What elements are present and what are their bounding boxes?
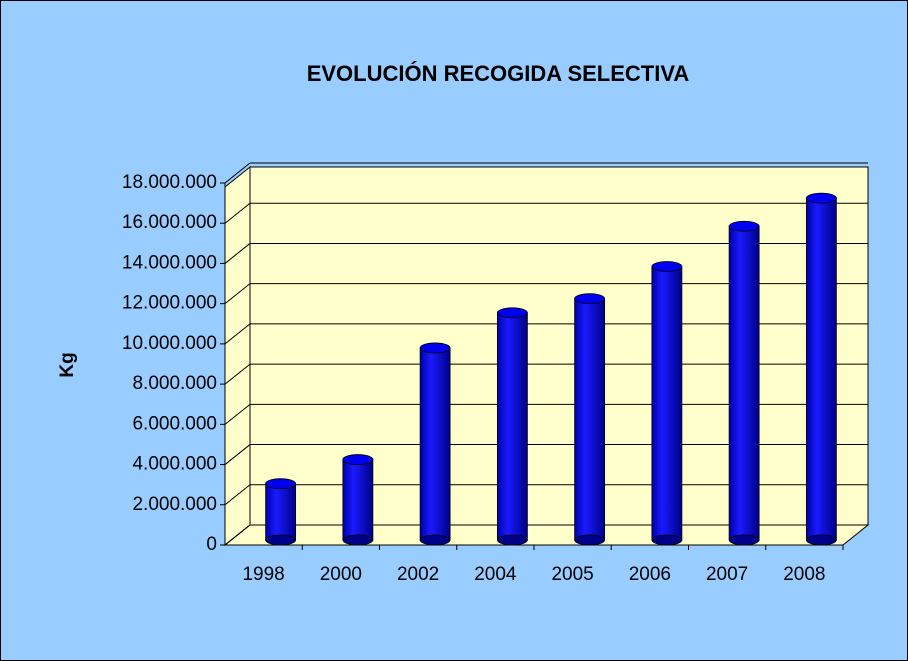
y-tick-label: 14.000.000 (122, 252, 217, 273)
bar-base (805, 534, 837, 546)
grid-line (224, 202, 251, 224)
chart-title: EVOLUCIÓN RECOGIDA SELECTIVA (307, 61, 690, 86)
x-tick-label: 2002 (397, 564, 439, 585)
bar (419, 347, 451, 541)
grid-line (224, 243, 251, 264)
grid-line (224, 162, 251, 184)
y-tick-label: 16.000.000 (122, 212, 217, 233)
grid-line (224, 524, 251, 546)
bar-base (265, 534, 297, 546)
bar-base (419, 534, 451, 546)
grid-line (224, 484, 251, 506)
bar (574, 298, 606, 541)
bar-top (265, 478, 297, 490)
bar-base (496, 534, 528, 546)
y-tick-label: 0 (206, 534, 217, 555)
x-tick-label: 2000 (320, 564, 362, 585)
y-tick-label: 18.000.000 (122, 172, 217, 193)
x-tick-label: 1998 (242, 564, 284, 585)
bar-top (574, 293, 606, 305)
y-tick-label: 12.000.000 (122, 293, 217, 314)
grid-line (224, 363, 251, 385)
y-tick-label: 2.000.000 (132, 494, 217, 515)
bar-base (728, 534, 760, 546)
bar (342, 459, 374, 541)
x-tick-label: 2006 (629, 564, 671, 585)
y-axis-label: Kg (57, 352, 78, 377)
grid-line (224, 444, 251, 465)
bar-top (805, 192, 837, 204)
bar (728, 225, 760, 541)
bar-top (419, 342, 451, 354)
bar (805, 197, 837, 541)
y-tick-label: 8.000.000 (132, 373, 217, 394)
bar-top (728, 220, 760, 232)
x-tick-label: 2008 (783, 564, 825, 585)
grid-line (224, 323, 251, 345)
floor (223, 524, 870, 546)
bar-top (651, 261, 683, 272)
bar-top (496, 307, 528, 319)
x-tick-label: 2007 (706, 564, 748, 585)
x-tick-label: 2005 (551, 564, 593, 585)
y-tick-label: 4.000.000 (132, 454, 217, 475)
bar (265, 483, 297, 541)
grid-line (224, 403, 251, 425)
bar-base (651, 534, 683, 546)
bar-top (342, 454, 374, 465)
y-tick-label: 10.000.000 (122, 333, 217, 354)
bar-base (574, 534, 606, 546)
bar (496, 312, 528, 541)
grid-line (224, 283, 251, 305)
y-tick-label: 6.000.000 (132, 413, 217, 434)
bar-base (342, 534, 374, 546)
x-tick-label: 2004 (474, 564, 517, 585)
bar (651, 266, 683, 541)
